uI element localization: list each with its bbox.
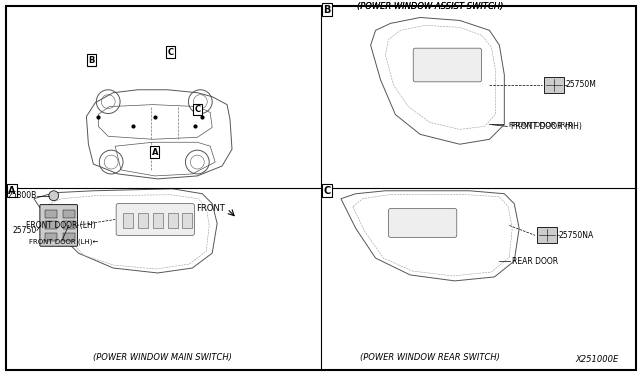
Text: FRONT: FRONT [196, 204, 225, 213]
Bar [63, 233, 74, 241]
Text: 25750NA: 25750NA [559, 231, 594, 240]
FancyBboxPatch shape [116, 203, 195, 235]
Text: 25750M: 25750M [566, 80, 596, 89]
Bar [153, 212, 163, 228]
Circle shape [49, 191, 59, 201]
Text: X251000E: X251000E [575, 355, 618, 364]
Text: FRONT DOOR (RH): FRONT DOOR (RH) [492, 121, 573, 128]
Text: 25800B: 25800B [8, 191, 37, 200]
Bar [537, 227, 557, 243]
Bar [45, 233, 57, 241]
Bar [544, 77, 564, 93]
Bar [182, 212, 193, 228]
Text: C: C [195, 105, 200, 114]
Text: A: A [152, 148, 158, 157]
Text: (POWER WINDOW ASSIST SWITCH): (POWER WINDOW ASSIST SWITCH) [357, 1, 503, 10]
Text: (POWER WINDOW REAR SWITCH): (POWER WINDOW REAR SWITCH) [360, 353, 500, 362]
Text: (POWER WINDOW ASSIST SWITCH): (POWER WINDOW ASSIST SWITCH) [357, 1, 503, 10]
Bar [45, 221, 57, 230]
Bar [63, 221, 74, 230]
Text: B: B [323, 4, 331, 15]
Text: FRONT DOOR (LH)←: FRONT DOOR (LH)← [29, 238, 99, 244]
Text: B: B [88, 55, 95, 65]
Text: C: C [168, 48, 173, 57]
Bar [63, 209, 74, 218]
Text: (POWER WINDOW MAIN SWITCH): (POWER WINDOW MAIN SWITCH) [93, 353, 232, 362]
FancyBboxPatch shape [40, 205, 77, 246]
Text: 25750: 25750 [13, 226, 37, 235]
Text: FRONT DOOR (LH): FRONT DOOR (LH) [26, 221, 96, 230]
Text: C: C [323, 186, 331, 196]
Bar [123, 212, 133, 228]
Text: A: A [8, 186, 16, 196]
Text: REAR DOOR: REAR DOOR [512, 257, 558, 266]
FancyBboxPatch shape [413, 48, 481, 82]
Bar [168, 212, 177, 228]
Bar [138, 212, 148, 228]
FancyBboxPatch shape [388, 209, 457, 237]
Text: FRONT DOOR (RH): FRONT DOOR (RH) [511, 122, 582, 131]
Bar [45, 209, 57, 218]
